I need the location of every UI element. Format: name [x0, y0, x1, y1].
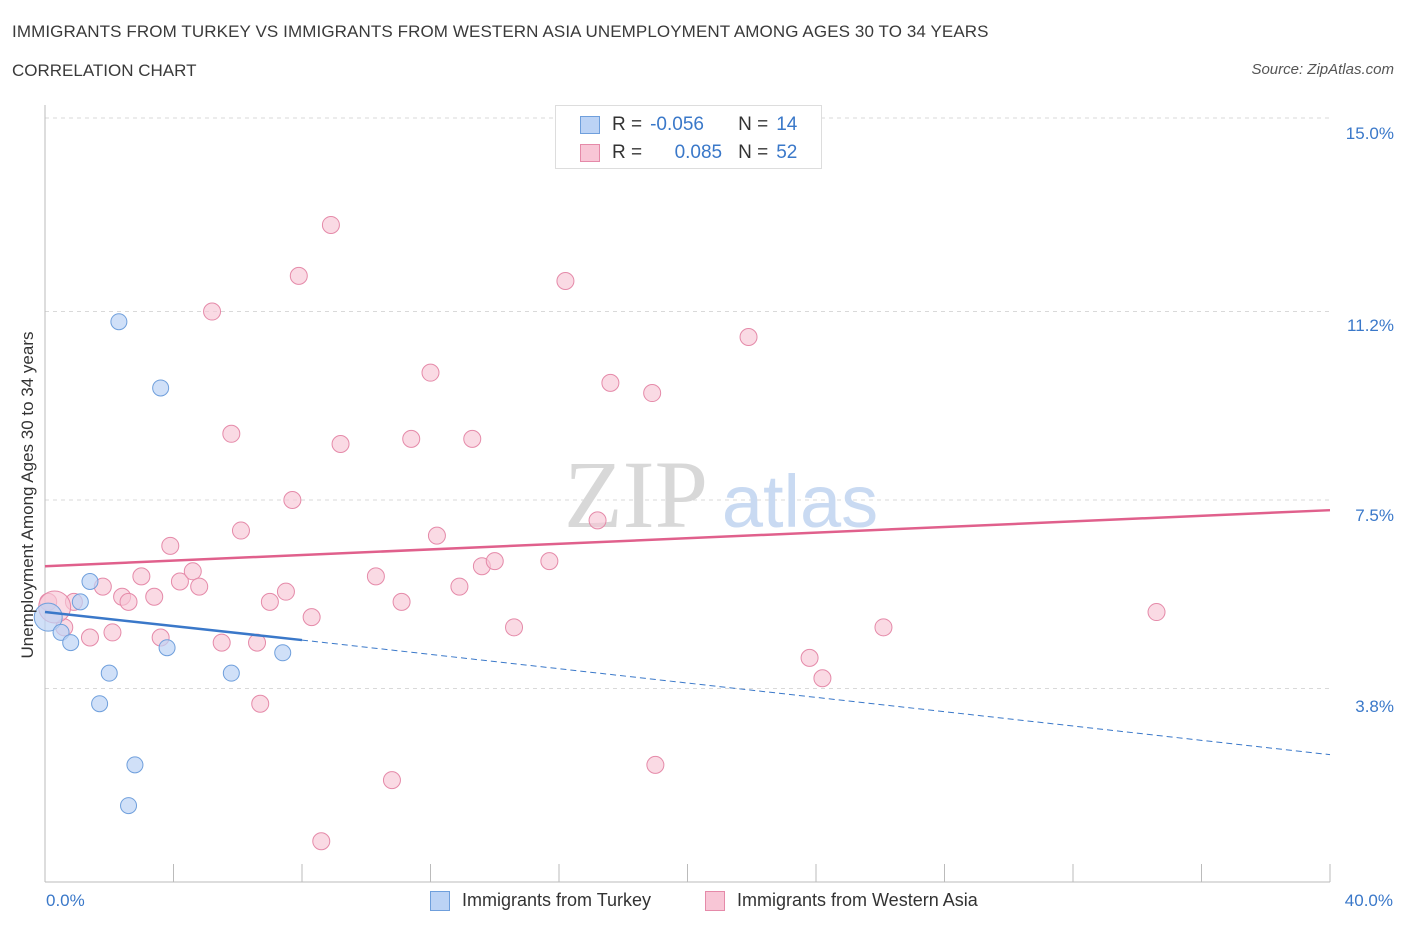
western-asia-point: [813, 669, 832, 688]
legend-label: Immigrants from Turkey: [462, 890, 652, 910]
western-asia-point: [119, 592, 138, 611]
turkey-point: [71, 593, 89, 611]
western-asia-point: [463, 429, 482, 448]
western-asia-point: [145, 587, 164, 606]
turkey-point: [33, 602, 63, 632]
turkey-point: [152, 379, 170, 397]
turkey-point: [120, 797, 138, 815]
chart-title: IMMIGRANTS FROM TURKEY VS IMMIGRANTS FRO…: [12, 22, 989, 41]
turkey-point: [62, 634, 80, 652]
western-asia-point: [556, 271, 575, 290]
western-asia-trend-line: [44, 508, 1331, 568]
western-asia-point: [251, 694, 270, 713]
chart-subtitle: CORRELATION CHART: [12, 61, 197, 80]
turkey-point: [100, 664, 118, 682]
turkey-point: [91, 695, 109, 713]
western-asia-point: [800, 648, 819, 667]
legend-label: Immigrants from Western Asia: [737, 890, 978, 910]
western-asia-point: [80, 628, 99, 647]
turkey-point: [81, 572, 99, 590]
n-label: N =: [738, 114, 769, 135]
western-asia-point: [283, 491, 302, 509]
western-asia-point: [485, 552, 504, 571]
western-asia-point: [331, 434, 350, 453]
legend-item-turkey[interactable]: Immigrants from Turkey: [430, 890, 651, 911]
western-asia-point: [1147, 603, 1166, 622]
n-label: N =: [738, 142, 769, 163]
n-value: 52: [776, 142, 798, 163]
r-label: R =: [612, 142, 643, 163]
turkey-points: [33, 313, 292, 815]
western-asia-point: [289, 266, 308, 285]
western-asia-point: [646, 755, 665, 774]
turkey-swatch-icon: [580, 116, 600, 134]
western-asia-point: [402, 429, 421, 448]
western-asia-point: [739, 328, 758, 347]
western-asia-point: [302, 608, 321, 627]
n-value: 14: [776, 114, 798, 135]
stats-row-western-asia: R = 0.085 N = 52: [580, 140, 797, 166]
turkey-trend-line: [44, 610, 303, 642]
x-tick-label-max: 40.0%: [1344, 891, 1393, 910]
y-tick-label: 3.8%: [1355, 697, 1394, 716]
western-asia-point: [427, 526, 446, 545]
western-asia-point: [392, 592, 411, 611]
turkey-point: [126, 756, 144, 774]
turkey-point: [158, 639, 176, 657]
grid-lines: [45, 117, 1330, 689]
turkey-legend-swatch-icon: [430, 890, 450, 911]
turkey-point: [274, 644, 292, 662]
y-tick-label: 11.2%: [1347, 316, 1394, 335]
watermark-zip: ZIP: [564, 441, 708, 548]
western-asia-point: [450, 577, 469, 596]
western-asia-point: [103, 623, 122, 642]
r-label: R =: [612, 114, 643, 135]
western-asia-point: [366, 567, 385, 586]
western-asia-point: [643, 384, 662, 403]
y-axis-label: Unemployment Among Ages 30 to 34 years: [18, 331, 37, 659]
turkey-point: [222, 664, 240, 682]
western-asia-point: [212, 633, 231, 652]
stats-row-turkey: R = -0.056 N = 14: [580, 112, 797, 138]
western-asia-point: [312, 832, 331, 851]
western-asia-point: [231, 521, 250, 540]
western-asia-point: [874, 618, 893, 637]
turkey-trend-extension: [301, 639, 1331, 756]
western-asia-point: [588, 511, 607, 530]
correlation-stats-box: R = -0.056 N = 14 R = 0.085 N = 52: [555, 105, 822, 169]
watermark: ZIP atlas: [564, 441, 878, 548]
trend-lines: [44, 508, 1331, 756]
western-asia-point: [382, 771, 401, 790]
turkey-point: [110, 313, 128, 331]
axes: [44, 105, 1331, 883]
source-label: Source: ZipAtlas.com: [1251, 61, 1394, 78]
western-asia-point: [132, 567, 151, 586]
western-asia-point: [260, 592, 279, 611]
western-asia-point: [161, 536, 180, 555]
r-value: -0.056: [650, 114, 704, 135]
western-asia-legend-swatch-icon: [705, 890, 725, 911]
western-asia-point: [276, 582, 295, 601]
r-value: 0.085: [674, 142, 723, 163]
x-tick-label-min: 0.0%: [46, 891, 85, 910]
western-asia-point: [321, 215, 340, 234]
western-asia-swatch-icon: [580, 144, 600, 162]
watermark-atlas: atlas: [722, 460, 878, 543]
western-asia-point: [222, 424, 241, 443]
western-asia-point: [601, 373, 620, 392]
y-tick-label: 7.5%: [1355, 506, 1394, 525]
western-asia-point: [505, 618, 524, 637]
western-asia-point: [421, 363, 440, 382]
y-tick-label: 15.0%: [1345, 124, 1394, 143]
western-asia-point: [183, 562, 202, 581]
western-asia-point: [170, 572, 189, 591]
western-asia-point: [540, 552, 559, 571]
legend-item-western-asia[interactable]: Immigrants from Western Asia: [705, 890, 978, 911]
western-asia-point: [203, 302, 222, 321]
western-asia-point: [190, 577, 209, 596]
